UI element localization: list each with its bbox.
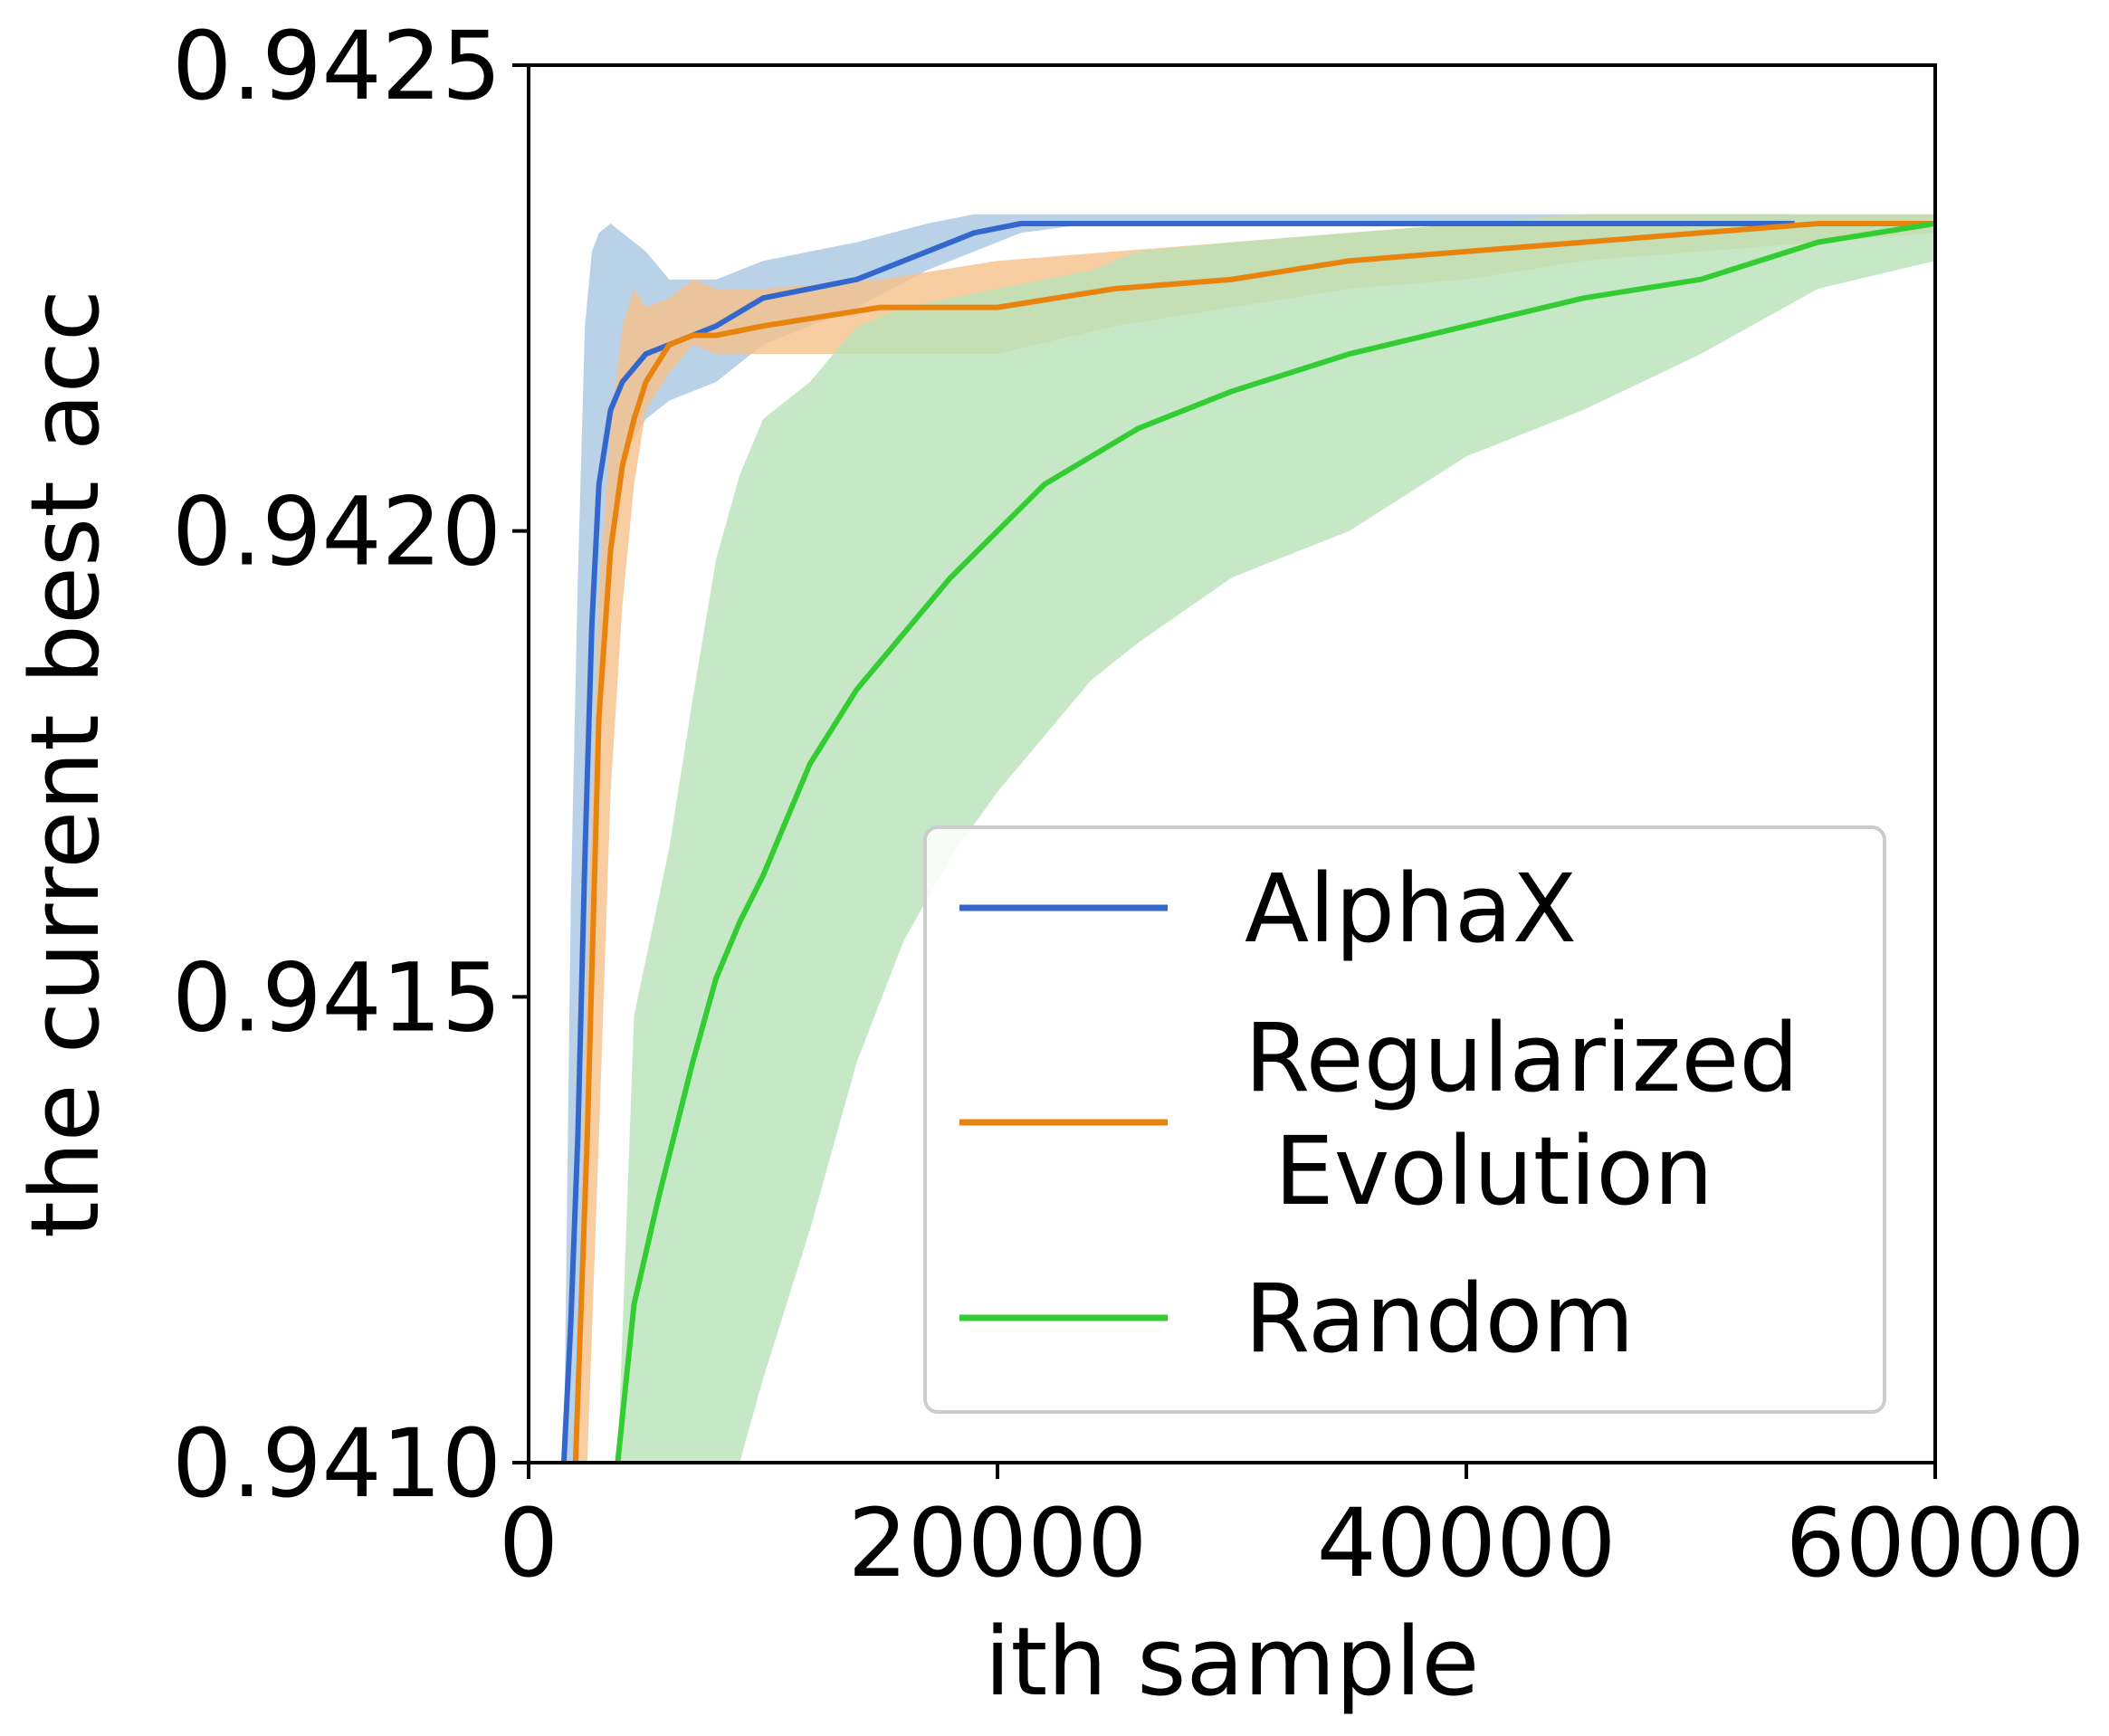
series-lines — [560, 221, 1935, 1463]
random-legend-label: Random — [1245, 1264, 1635, 1374]
x-tick-label: 20000 — [848, 1488, 1148, 1598]
x-axis: 0 20000 40000 60000 — [499, 1463, 2085, 1598]
legend-box — [923, 825, 1886, 1414]
y-tick-label: 0.9420 — [172, 477, 501, 587]
x-axis-label: ith sample — [985, 1607, 1480, 1717]
alphax-line — [560, 221, 1795, 1463]
x-tick-label: 0 — [499, 1488, 558, 1598]
y-axis: 0.9410 0.9415 0.9420 0.9425 — [172, 11, 529, 1519]
alphax-legend-label: AlphaX — [1245, 854, 1577, 964]
random-band — [617, 214, 1935, 1463]
random-line — [615, 221, 1935, 1463]
y-tick-label: 0.9415 — [172, 942, 501, 1053]
x-tick-label: 40000 — [1317, 1488, 1617, 1598]
regularized-evolution-legend-label: Regularized Evolution — [1245, 1003, 1799, 1226]
x-tick-label: 60000 — [1786, 1488, 2085, 1598]
regularized-evolution-line — [572, 221, 1935, 1463]
y-tick-label: 0.9425 — [172, 11, 501, 121]
legend: AlphaX Regularized Evolution Random — [923, 825, 1886, 1414]
plot-frame — [527, 63, 1937, 1464]
y-tick-label: 0.9410 — [172, 1408, 501, 1519]
y-axis-label: the current best acc — [10, 290, 120, 1238]
regularized-evolution-band — [575, 214, 1935, 1463]
